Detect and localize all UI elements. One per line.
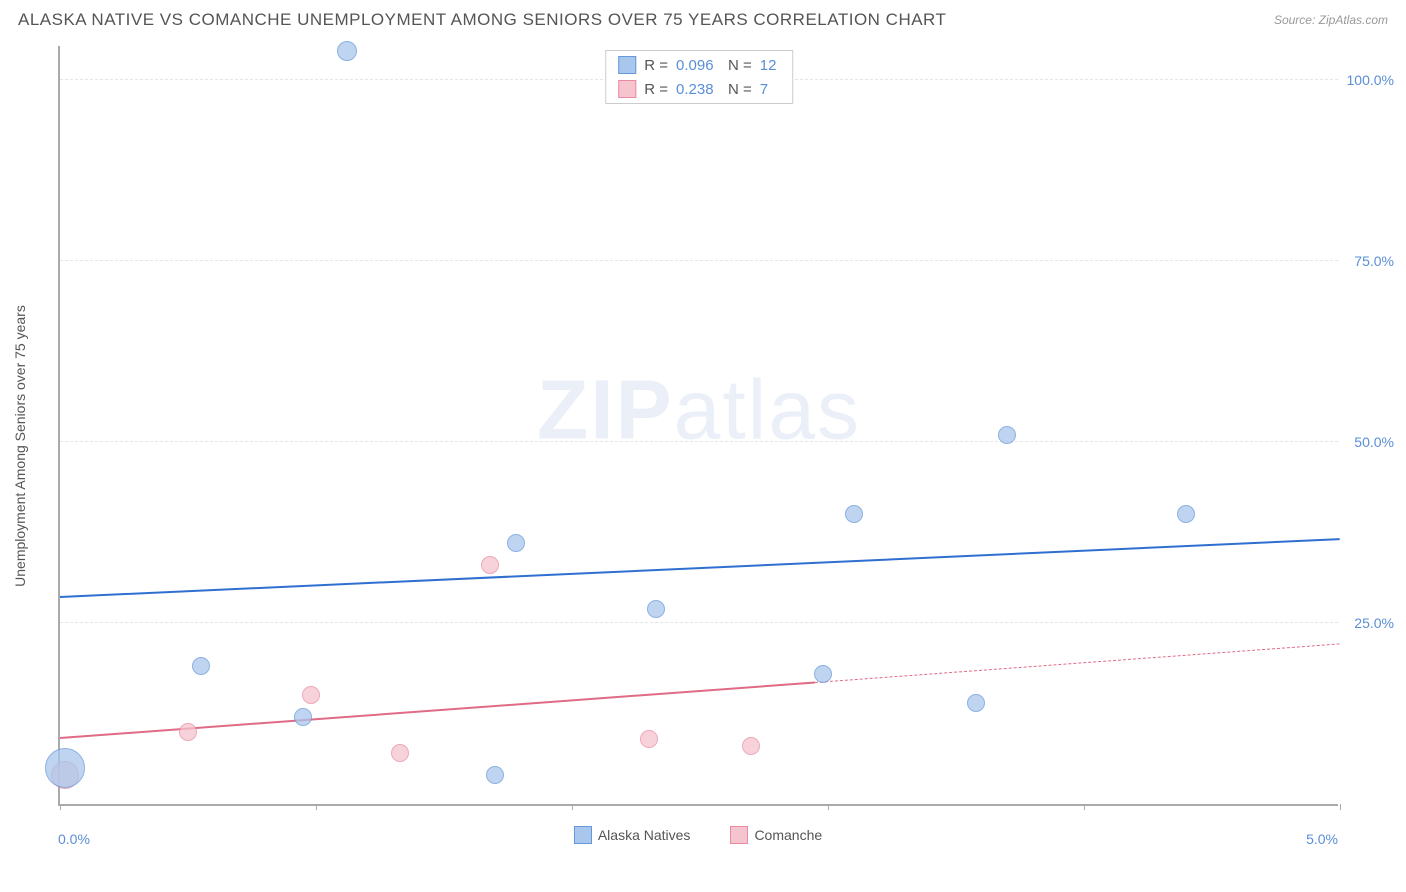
trendline bbox=[60, 681, 815, 739]
scatter-point bbox=[179, 723, 197, 741]
scatter-point bbox=[302, 686, 320, 704]
chart-title: ALASKA NATIVE VS COMANCHE UNEMPLOYMENT A… bbox=[18, 10, 946, 30]
chart-container: Unemployment Among Seniors over 75 years… bbox=[18, 36, 1388, 856]
gridline bbox=[60, 441, 1338, 442]
scatter-point bbox=[845, 505, 863, 523]
scatter-point bbox=[1177, 505, 1195, 523]
scatter-point bbox=[507, 534, 525, 552]
plot-area: ZIPatlas R = 0.096 N = 12 R = 0.238 N = … bbox=[58, 46, 1338, 806]
legend-row-series1: R = 0.096 N = 12 bbox=[618, 53, 780, 77]
scatter-point bbox=[391, 744, 409, 762]
r-label: R = bbox=[644, 57, 668, 74]
r-value-series1: 0.096 bbox=[676, 57, 720, 74]
legend-label-series1: Alaska Natives bbox=[598, 827, 691, 843]
series-legend: Alaska Natives Comanche bbox=[58, 826, 1338, 844]
y-tick-label: 100.0% bbox=[1347, 72, 1394, 88]
scatter-point bbox=[45, 748, 85, 788]
scatter-point bbox=[481, 556, 499, 574]
scatter-point bbox=[640, 730, 658, 748]
correlation-legend: R = 0.096 N = 12 R = 0.238 N = 7 bbox=[605, 50, 793, 104]
n-value-series2: 7 bbox=[760, 81, 780, 98]
scatter-point bbox=[337, 41, 357, 61]
y-tick-label: 75.0% bbox=[1354, 253, 1394, 269]
x-tick bbox=[1084, 804, 1085, 810]
y-tick-label: 25.0% bbox=[1354, 615, 1394, 631]
trendline bbox=[815, 644, 1340, 684]
legend-swatch-series1 bbox=[618, 56, 636, 74]
legend-item-series2: Comanche bbox=[730, 826, 822, 844]
r-value-series2: 0.238 bbox=[676, 81, 720, 98]
n-label: N = bbox=[728, 81, 752, 98]
scatter-point bbox=[486, 766, 504, 784]
y-tick-label: 50.0% bbox=[1354, 434, 1394, 450]
chart-header: ALASKA NATIVE VS COMANCHE UNEMPLOYMENT A… bbox=[0, 0, 1406, 36]
scatter-point bbox=[192, 657, 210, 675]
x-tick bbox=[572, 804, 573, 810]
watermark: ZIPatlas bbox=[537, 361, 861, 458]
x-tick bbox=[316, 804, 317, 810]
r-label: R = bbox=[644, 81, 668, 98]
scatter-point bbox=[742, 737, 760, 755]
scatter-point bbox=[647, 600, 665, 618]
y-axis-label: Unemployment Among Seniors over 75 years bbox=[12, 305, 28, 587]
n-value-series1: 12 bbox=[760, 57, 780, 74]
x-tick bbox=[1340, 804, 1341, 810]
x-tick bbox=[60, 804, 61, 810]
legend-item-series1: Alaska Natives bbox=[574, 826, 691, 844]
scatter-point bbox=[814, 665, 832, 683]
legend-swatch-series2 bbox=[618, 80, 636, 98]
gridline bbox=[60, 260, 1338, 261]
legend-swatch-series1-bottom bbox=[574, 826, 592, 844]
gridline bbox=[60, 622, 1338, 623]
scatter-point bbox=[294, 708, 312, 726]
legend-row-series2: R = 0.238 N = 7 bbox=[618, 77, 780, 101]
n-label: N = bbox=[728, 57, 752, 74]
chart-source: Source: ZipAtlas.com bbox=[1274, 13, 1388, 27]
legend-swatch-series2-bottom bbox=[730, 826, 748, 844]
scatter-point bbox=[967, 694, 985, 712]
scatter-point bbox=[998, 426, 1016, 444]
x-tick bbox=[828, 804, 829, 810]
legend-label-series2: Comanche bbox=[754, 827, 822, 843]
trendline bbox=[60, 538, 1340, 598]
